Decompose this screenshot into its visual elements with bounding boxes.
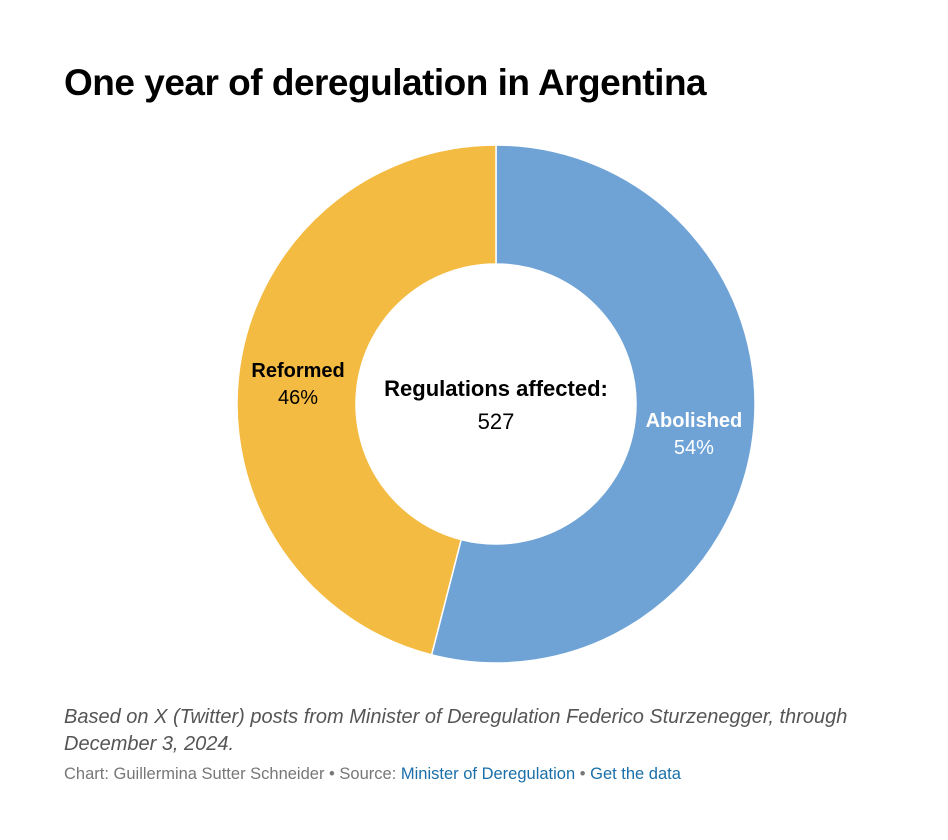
slice-value-reformed: 46%: [278, 387, 318, 409]
credit-author: Chart: Guillermina Sutter Schneider: [64, 765, 325, 783]
credit-source-prefix: Source:: [339, 765, 397, 783]
source-link[interactable]: Minister of Deregulation: [400, 765, 576, 783]
donut-slices: [236, 144, 756, 664]
donut-chart: Abolished 54% Reformed 46% Regulations affe…: [236, 144, 756, 664]
slice-label-reformed: Reformed 46%: [251, 360, 344, 409]
slice-reformed: [236, 144, 497, 656]
get-data-link[interactable]: Get the data: [590, 765, 681, 783]
slice-labels: Abolished 54% Reformed 46%: [251, 360, 742, 459]
chart-note: Based on X (Twitter) posts from Minister…: [64, 706, 848, 755]
slice-value-abolished: 54%: [674, 437, 714, 459]
credit-separator: •: [579, 765, 586, 783]
center-label-value: 527: [478, 409, 515, 434]
chart-credits: Chart: Guillermina Sutter Schneider • So…: [64, 765, 681, 784]
slice-label-abolished: Abolished 54%: [646, 410, 743, 459]
slice-name-abolished: Abolished: [646, 410, 743, 432]
credit-separator: •: [329, 765, 335, 783]
slice-abolished: [430, 144, 756, 664]
slice-name-reformed: Reformed: [251, 360, 344, 382]
chart-title: One year of deregulation in Argentina: [64, 62, 707, 103]
center-label-heading: Regulations affected:: [384, 376, 608, 401]
